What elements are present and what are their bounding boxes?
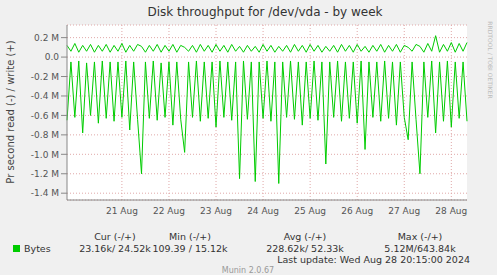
svg-text:0.2 M: 0.2 M xyxy=(34,33,59,43)
svg-text:-0.6 M: -0.6 M xyxy=(31,111,59,121)
svg-text:27 Aug: 27 Aug xyxy=(388,206,420,216)
svg-text:24 Aug: 24 Aug xyxy=(247,206,279,216)
svg-text:Last update: Wed Aug 28 20:15:: Last update: Wed Aug 28 20:15:00 2024 xyxy=(277,254,470,265)
svg-text:Min (-/+): Min (-/+) xyxy=(169,231,211,242)
svg-text:23.16k/ 24.52k: 23.16k/ 24.52k xyxy=(79,243,151,254)
svg-text:-0.4 M: -0.4 M xyxy=(31,91,59,101)
svg-text:28 Aug: 28 Aug xyxy=(435,206,467,216)
svg-text:Munin 2.0.67: Munin 2.0.67 xyxy=(222,266,274,275)
svg-text:Avg (-/+): Avg (-/+) xyxy=(284,231,327,242)
svg-text:-0.8 M: -0.8 M xyxy=(31,130,59,140)
svg-text:Disk throughput for /dev/vda -: Disk throughput for /dev/vda - by week xyxy=(147,5,382,19)
svg-text:23 Aug: 23 Aug xyxy=(200,206,232,216)
svg-text:22 Aug: 22 Aug xyxy=(153,206,185,216)
svg-text:-0.2 M: -0.2 M xyxy=(31,72,59,82)
svg-text:Bytes: Bytes xyxy=(24,243,51,254)
svg-text:-1.0 M: -1.0 M xyxy=(31,150,59,160)
svg-text:RRDTOOL / TOBI OETIKER: RRDTOOL / TOBI OETIKER xyxy=(487,21,489,98)
svg-text:109.39 / 15.12k: 109.39 / 15.12k xyxy=(152,243,228,254)
svg-text:25 Aug: 25 Aug xyxy=(294,206,326,216)
svg-text:Pr second read (-) / write (+): Pr second read (-) / write (+) xyxy=(8,40,16,183)
svg-text:-1.4 M: -1.4 M xyxy=(31,188,59,198)
svg-text:Max (-/+): Max (-/+) xyxy=(398,231,443,242)
svg-text:228.62k/ 52.33k: 228.62k/ 52.33k xyxy=(266,243,344,254)
svg-text:26 Aug: 26 Aug xyxy=(341,206,373,216)
svg-text:Cur (-/+): Cur (-/+) xyxy=(94,231,136,242)
svg-text:21 Aug: 21 Aug xyxy=(106,206,138,216)
svg-text:5.12M/643.84k: 5.12M/643.84k xyxy=(384,243,456,254)
svg-text:-1.2 M: -1.2 M xyxy=(31,169,59,179)
svg-text:0.0: 0.0 xyxy=(45,52,60,62)
